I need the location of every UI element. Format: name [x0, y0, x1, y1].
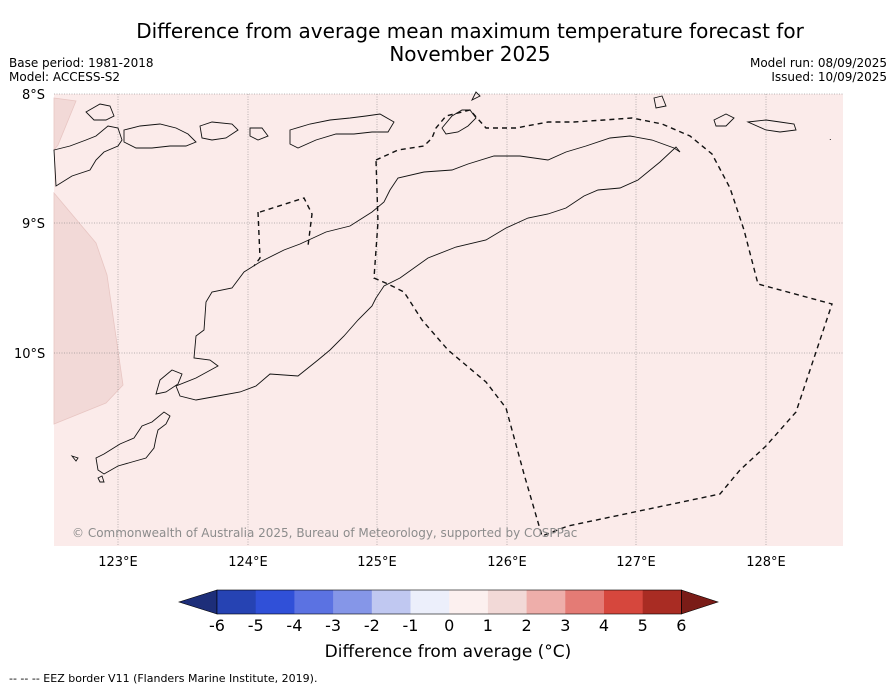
colorbar-swatch — [526, 590, 566, 614]
colorbar-swatch — [255, 590, 295, 614]
lat-label-8s: 8°S — [22, 88, 45, 103]
colorbar-tick-label: 1 — [483, 616, 493, 635]
colorbar-ticks: -6 -5 -4 -3 -2 -1 0 1 2 3 4 5 6 — [209, 616, 686, 635]
map-panel: . 8°S 9°S 10°S 123°E 124°E 125°E 126°E 1… — [14, 88, 843, 570]
lon-label-124e: 124°E — [228, 555, 268, 570]
colorbar-swatch — [410, 590, 450, 614]
lat-label-9s: 9°S — [22, 217, 45, 232]
colorbar-tick-label: 4 — [599, 616, 609, 635]
title-line-1: Difference from average mean maximum tem… — [136, 19, 804, 43]
romang-coastline — [653, 95, 667, 109]
colorbar-tick-label: 5 — [638, 616, 648, 635]
flores-coastline — [53, 125, 123, 187]
lon-label-127e: 127°E — [616, 555, 656, 570]
adonara-coastline — [123, 123, 197, 149]
colorbar-title: Difference from average (°C) — [324, 642, 572, 662]
map-background — [54, 94, 843, 546]
map-title: Difference from average mean maximum tem… — [0, 20, 896, 66]
moa-coastline — [746, 119, 797, 133]
semau-coastline — [155, 369, 183, 395]
colorbar-extend-low — [178, 589, 218, 615]
model-run-text: Model run: 08/09/2025 — [749, 56, 887, 70]
pantar-coastline — [249, 127, 269, 141]
colorbar-extend-high — [681, 589, 719, 615]
colorbar-swatches — [178, 589, 719, 615]
colorbar-tick-label: -6 — [209, 616, 225, 635]
colorbar-swatch — [487, 590, 528, 614]
coastlines — [53, 91, 797, 483]
timor-coastline — [175, 135, 681, 401]
colorbar-swatch — [217, 590, 257, 614]
lon-label-123e: 123°E — [98, 555, 138, 570]
issued-text: Issued: 10/09/2025 — [771, 70, 887, 84]
colorbar-tick-label: -1 — [403, 616, 419, 635]
lon-label-126e: 126°E — [487, 555, 527, 570]
colorbar-swatch — [642, 590, 682, 614]
meta-right: Model run: 08/09/2025 Issued: 10/09/2025 — [750, 56, 887, 84]
solor-coastline — [85, 103, 115, 121]
warm-anomaly-patch — [53, 97, 124, 425]
savu-coastline — [70, 455, 105, 483]
colorbar-swatch — [565, 590, 605, 614]
colorbar-tick-label: -5 — [248, 616, 264, 635]
atauro-coastline — [470, 91, 481, 102]
lon-label-125e: 125°E — [357, 555, 397, 570]
lon-label-128e: 128°E — [746, 555, 786, 570]
eez-border — [253, 109, 833, 537]
base-period-text: Base period: 1981-2018 — [9, 56, 154, 70]
colorbar-tick-label: 6 — [676, 616, 686, 635]
gridlines — [54, 93, 843, 546]
colorbar-swatch — [604, 590, 644, 614]
colorbar-tick-label: 2 — [522, 616, 532, 635]
eez-cut-right: . — [829, 133, 832, 142]
colorbar-swatch — [294, 590, 334, 614]
colorbar-tick-label: -4 — [286, 616, 302, 635]
colorbar-tick-label: 3 — [560, 616, 570, 635]
meta-left: Base period: 1981-2018 Model: ACCESS-S2 — [9, 56, 154, 84]
copyright-text: © Commonwealth of Australia 2025, Bureau… — [72, 526, 578, 540]
colorbar-tick-label: 0 — [444, 616, 454, 635]
lembata-coastline — [199, 121, 239, 141]
alor-coastline — [289, 113, 395, 149]
colorbar-swatch — [449, 590, 489, 614]
title-line-2: November 2025 — [389, 42, 551, 66]
wetar-coastline — [441, 109, 477, 135]
leti-coastline — [713, 113, 735, 127]
colorbar-border — [216, 589, 682, 615]
model-text: Model: ACCESS-S2 — [9, 70, 121, 84]
colorbar-swatch — [333, 590, 373, 614]
lat-label-10s: 10°S — [14, 347, 45, 362]
colorbar-swatch — [371, 590, 411, 614]
colorbar-tick-label: -3 — [325, 616, 341, 635]
eez-footnote: -- -- -- EEZ border V11 (Flanders Marine… — [9, 672, 318, 685]
colorbar-tick-label: -2 — [364, 616, 380, 635]
rote-coastline — [95, 411, 171, 475]
